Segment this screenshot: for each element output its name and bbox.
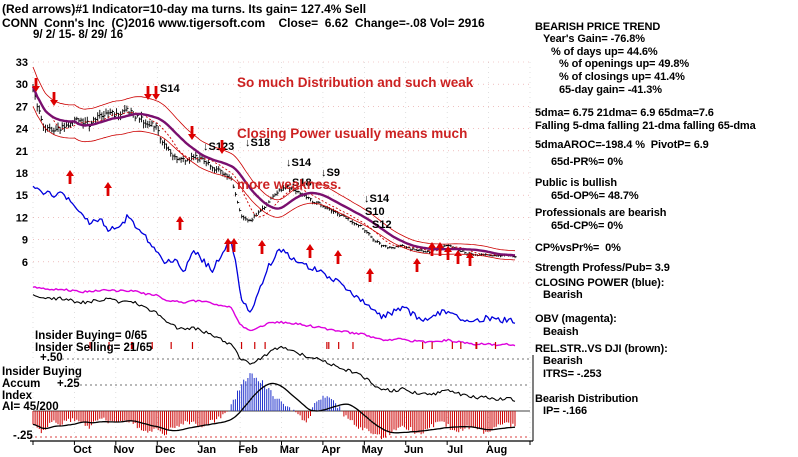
sell-arrow-icon xyxy=(50,92,58,106)
buy-arrow-icon xyxy=(466,252,474,266)
month-label: Jun xyxy=(404,444,424,456)
month-label: Aug xyxy=(486,444,507,456)
signal-label: S10 xyxy=(365,206,385,218)
buy-arrow-icon xyxy=(454,250,462,264)
month-label: Dec xyxy=(155,444,175,456)
price-label: 33 xyxy=(16,57,28,69)
buy-arrow-icon xyxy=(176,216,185,230)
analysis-note-line: Closing Power usually means much xyxy=(237,126,468,141)
accum-histogram-positive xyxy=(228,373,341,411)
insider-selling-count-label: Insider Selling= 21/65 xyxy=(35,342,153,354)
buy-arrow-icon xyxy=(258,240,266,254)
price-label: 6 xyxy=(22,257,28,269)
analysis-note: So much Distribution and such weak Closi… xyxy=(237,40,473,227)
price-label: 18 xyxy=(16,168,28,180)
buy-arrow-icon xyxy=(428,242,436,256)
buy-arrow-icon xyxy=(306,244,314,258)
price-label: 12 xyxy=(16,212,28,224)
buy-arrow-icon xyxy=(413,258,421,272)
accum-section-label: Accum xyxy=(2,378,41,390)
sell-arrow-icon xyxy=(32,78,40,92)
month-label: May xyxy=(362,444,384,456)
month-label: Feb xyxy=(238,444,258,456)
month-label: Oct xyxy=(73,444,92,456)
header-line-1: (Red arrows)#1 Indicator=10-day ma turns… xyxy=(2,2,367,16)
signal-label: ↓S9 xyxy=(321,167,340,179)
header-line-2: CONN Conn's Inc (C)2016 www.tigersoft.co… xyxy=(2,16,485,30)
insider-buying-count-label: Insider Buying= 0/65 xyxy=(35,330,148,342)
signal-label: S12 xyxy=(372,219,392,231)
month-label: Jan xyxy=(197,444,216,456)
buy-arrow-icon xyxy=(66,170,74,184)
buy-arrow-icon xyxy=(444,246,452,260)
analysis-note-line: more weakness. xyxy=(237,177,342,192)
date-range-label: 9/ 2/ 15- 8/ 29/ 16 xyxy=(33,29,124,41)
sell-arrow-icon xyxy=(144,86,153,100)
price-label: 30 xyxy=(16,79,28,91)
accum-minus25-label: -.25 xyxy=(13,430,33,442)
price-label: 15 xyxy=(16,190,28,202)
signal-label: ↓S123 xyxy=(203,141,234,153)
buy-arrow-icon xyxy=(436,242,444,256)
signal-label: ↓S14 xyxy=(364,193,390,205)
buy-arrow-icon xyxy=(230,238,239,252)
month-label: Jul xyxy=(447,444,463,456)
analysis-note-line: So much Distribution and such weak xyxy=(237,75,474,90)
price-label: 24 xyxy=(16,124,29,136)
insider-buying-section-label: Insider Buying xyxy=(2,366,82,378)
month-label: Mar xyxy=(280,444,300,456)
sell-arrow-icon xyxy=(218,140,227,154)
ma21-line xyxy=(31,86,516,257)
signal-label: ↓S14 xyxy=(286,157,312,169)
buy-arrow-icon xyxy=(224,238,233,252)
lower-band-line xyxy=(32,106,516,261)
accum-index-value-label: AI= 45/200 xyxy=(2,401,59,413)
month-label: Nov xyxy=(113,444,135,456)
month-label: Apr xyxy=(321,444,341,456)
sell-arrow-icon xyxy=(188,126,197,140)
accum-plus25-label: +.25 xyxy=(57,378,80,390)
relative-strength-line xyxy=(32,294,516,402)
index-section-label: Index xyxy=(2,390,33,402)
accum-ma-line xyxy=(32,382,516,434)
obv-line xyxy=(32,286,516,347)
price-label: 21 xyxy=(16,146,28,158)
upper-band-line xyxy=(32,66,516,252)
accum-plus50-label: +.50 xyxy=(40,352,63,364)
sell-arrow-icon xyxy=(152,86,161,100)
buy-arrow-icon xyxy=(334,250,342,264)
signal-label: S14 xyxy=(160,83,180,95)
accum-histogram-negative xyxy=(32,411,516,440)
signal-label: ↓S18 xyxy=(245,137,270,149)
closing-power-line xyxy=(32,185,516,324)
signal-label: S18 xyxy=(292,177,312,189)
buy-arrow-icon xyxy=(104,182,112,196)
price-label: 27 xyxy=(16,101,28,113)
price-label: 9 xyxy=(22,235,28,247)
buy-arrow-icon xyxy=(366,268,374,282)
